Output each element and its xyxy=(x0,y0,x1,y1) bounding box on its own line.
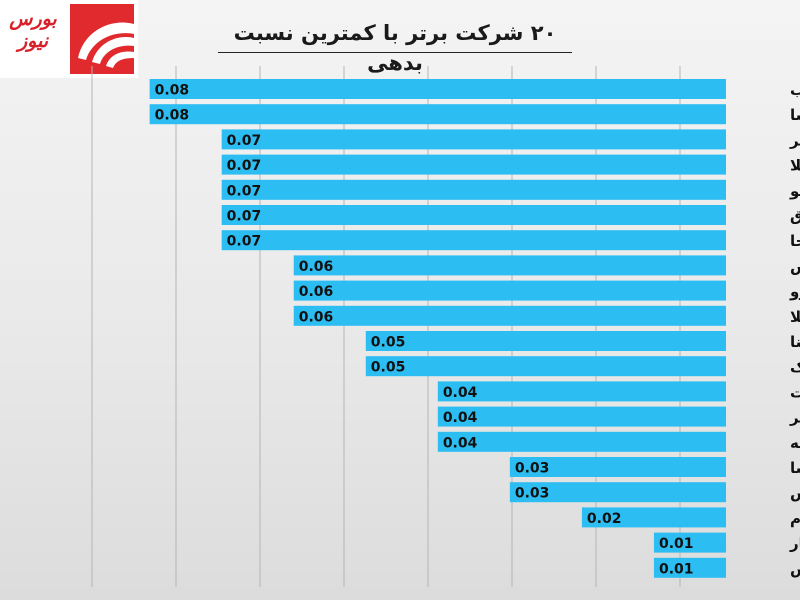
data-label: 0.07 xyxy=(227,158,262,174)
bar xyxy=(581,507,726,528)
data-label: 0.07 xyxy=(227,234,262,250)
category-label: وصنا xyxy=(790,333,800,351)
category-label: وهنر xyxy=(789,131,800,149)
category-label: وبرق xyxy=(790,207,800,225)
bar xyxy=(437,431,726,452)
category-label: گکیش xyxy=(790,257,800,275)
data-label: 0.04 xyxy=(443,435,478,451)
category-label: اعتلا xyxy=(790,308,800,326)
data-label: 0.03 xyxy=(515,461,550,477)
data-label: 0.07 xyxy=(227,183,262,199)
bar xyxy=(437,406,726,427)
data-label: 0.05 xyxy=(371,335,406,351)
category-label: پردیس xyxy=(790,560,800,579)
category-label: وپسا xyxy=(790,459,800,478)
category-label: داراب xyxy=(790,81,800,99)
bar xyxy=(365,356,726,377)
category-label: فسا xyxy=(790,106,800,124)
bar xyxy=(509,482,726,503)
data-label: 0.01 xyxy=(659,536,694,552)
category-label: بمیلا xyxy=(790,157,800,175)
bar xyxy=(509,457,726,477)
category-label: کازرو xyxy=(789,283,800,301)
bar xyxy=(221,129,726,150)
data-label: 0.06 xyxy=(299,284,334,300)
bar xyxy=(653,557,726,578)
data-label: 0.03 xyxy=(515,486,550,502)
data-label: 0.08 xyxy=(155,108,190,124)
category-label: تاپیکو xyxy=(789,182,800,201)
bar xyxy=(437,381,726,402)
data-label: 0.01 xyxy=(659,561,694,577)
logo-text: بورس نیوز xyxy=(9,8,57,52)
bar xyxy=(293,305,726,326)
data-label: 0.06 xyxy=(299,309,334,325)
category-label: ریشمک xyxy=(790,358,800,376)
bar xyxy=(365,331,726,351)
data-label: 0.06 xyxy=(299,259,334,275)
bar xyxy=(221,179,726,200)
data-label: 0.04 xyxy=(443,385,478,401)
category-label: وارزش xyxy=(790,484,800,502)
chart-title: ۲۰ شرکت برتر با کمترین نسبت بدهی xyxy=(233,21,557,75)
category-label: واعتبار xyxy=(789,535,800,553)
title-underline xyxy=(218,52,572,53)
category-label: سدبیر xyxy=(789,409,800,427)
bar xyxy=(293,255,726,276)
bar xyxy=(149,104,727,125)
bar xyxy=(149,79,727,99)
bar xyxy=(221,154,726,175)
category-label: وسپه xyxy=(790,434,800,453)
bar xyxy=(221,205,726,225)
data-label: 0.02 xyxy=(587,511,622,527)
category-label: دسبحا xyxy=(790,232,800,250)
data-label: 0.07 xyxy=(227,209,262,225)
logo-swoosh-icon xyxy=(70,4,134,74)
brand-logo: بورس نیوز xyxy=(0,0,138,78)
data-label: 0.08 xyxy=(155,83,190,99)
data-label: 0.07 xyxy=(227,133,262,149)
bar xyxy=(293,280,726,301)
bar xyxy=(221,230,726,251)
bar xyxy=(653,532,726,553)
category-label: ثنام xyxy=(790,509,800,527)
chart-title-box: ۲۰ شرکت برتر با کمترین نسبت بدهی xyxy=(210,18,580,75)
data-label: 0.05 xyxy=(371,360,406,376)
category-label: وصنعت xyxy=(790,383,800,401)
data-label: 0.04 xyxy=(443,410,478,426)
